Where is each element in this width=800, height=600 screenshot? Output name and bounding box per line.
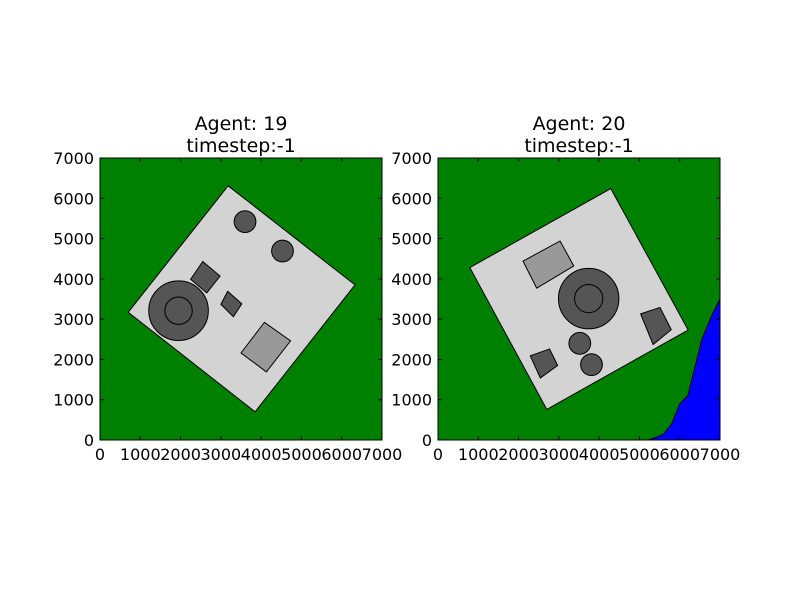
x-tick-label: 6000	[659, 445, 700, 464]
y-tick-label: 0	[422, 431, 432, 450]
y-tick-label: 5000	[391, 230, 432, 249]
y-tick-label: 1000	[53, 391, 94, 410]
y-tick-label: 2000	[391, 350, 432, 369]
panel-agent-19: Agent: 19 timestep:-1 0 1000 2000 3000 4000 5…	[53, 113, 402, 464]
y-tick-label: 2000	[53, 350, 94, 369]
y-tick-label: 4000	[391, 270, 432, 289]
x-tick-label: 5000	[281, 445, 322, 464]
x-tick-label: 0	[433, 445, 443, 464]
circular-obstacle	[568, 331, 592, 355]
axes-frame	[99, 157, 383, 441]
y-axis: 0 1000 2000 3000 4000 5000 6000 7000	[53, 149, 382, 450]
dark-obstacle	[639, 306, 672, 346]
y-tick-label: 7000	[53, 149, 94, 168]
axes-frame	[437, 157, 721, 441]
platform-area	[127, 185, 356, 413]
y-tick-label: 3000	[391, 310, 432, 329]
panel-agent-20: Agent: 20 timestep:-1 0 1000 2000 3000 4000 5…	[391, 113, 740, 464]
circular-obstacle	[580, 353, 603, 377]
x-tick-label: 3000	[200, 445, 241, 464]
light-obstacle	[522, 240, 575, 289]
x-axis: 0 1000 2000 3000 4000 5000 6000 7000	[433, 158, 740, 464]
x-tick-label: 4000	[241, 445, 282, 464]
circular-obstacle	[271, 239, 294, 263]
x-tick-label: 3000	[538, 445, 579, 464]
circular-obstacle	[164, 296, 193, 325]
x-tick-label: 1000	[458, 445, 499, 464]
x-tick-label: 6000	[321, 445, 362, 464]
y-axis: 0 1000 2000 3000 4000 5000 6000 7000	[391, 149, 720, 450]
x-tick-label: 7000	[700, 445, 741, 464]
panel-title-line1: Agent: 19	[195, 113, 288, 135]
panel-title-line2: timestep:-1	[524, 135, 633, 157]
dark-obstacle	[529, 348, 559, 379]
light-obstacle	[240, 321, 292, 373]
plot-area	[99, 157, 383, 441]
x-tick-label: 5000	[619, 445, 660, 464]
water-area	[647, 298, 720, 440]
x-tick-label: 4000	[579, 445, 620, 464]
y-tick-label: 5000	[53, 230, 94, 249]
x-tick-label: 0	[95, 445, 105, 464]
plot-area	[437, 157, 721, 441]
dark-obstacle	[189, 260, 221, 294]
x-axis: 0 1000 2000 3000 4000 5000 6000 7000	[95, 158, 402, 464]
y-tick-label: 3000	[53, 310, 94, 329]
x-tick-label: 1000	[120, 445, 161, 464]
dark-obstacle	[220, 290, 243, 318]
x-tick-label: 2000	[498, 445, 539, 464]
x-tick-label: 7000	[362, 445, 403, 464]
circular-obstacle	[574, 283, 604, 314]
y-tick-label: 1000	[391, 391, 432, 410]
panel-title-line1: Agent: 20	[533, 113, 626, 135]
y-tick-label: 6000	[391, 189, 432, 208]
y-tick-label: 7000	[391, 149, 432, 168]
y-tick-label: 4000	[53, 270, 94, 289]
panel-title-line2: timestep:-1	[186, 135, 295, 157]
y-tick-label: 6000	[53, 189, 94, 208]
x-tick-label: 2000	[160, 445, 201, 464]
circular-obstacle	[233, 210, 257, 234]
y-tick-label: 0	[84, 431, 94, 450]
